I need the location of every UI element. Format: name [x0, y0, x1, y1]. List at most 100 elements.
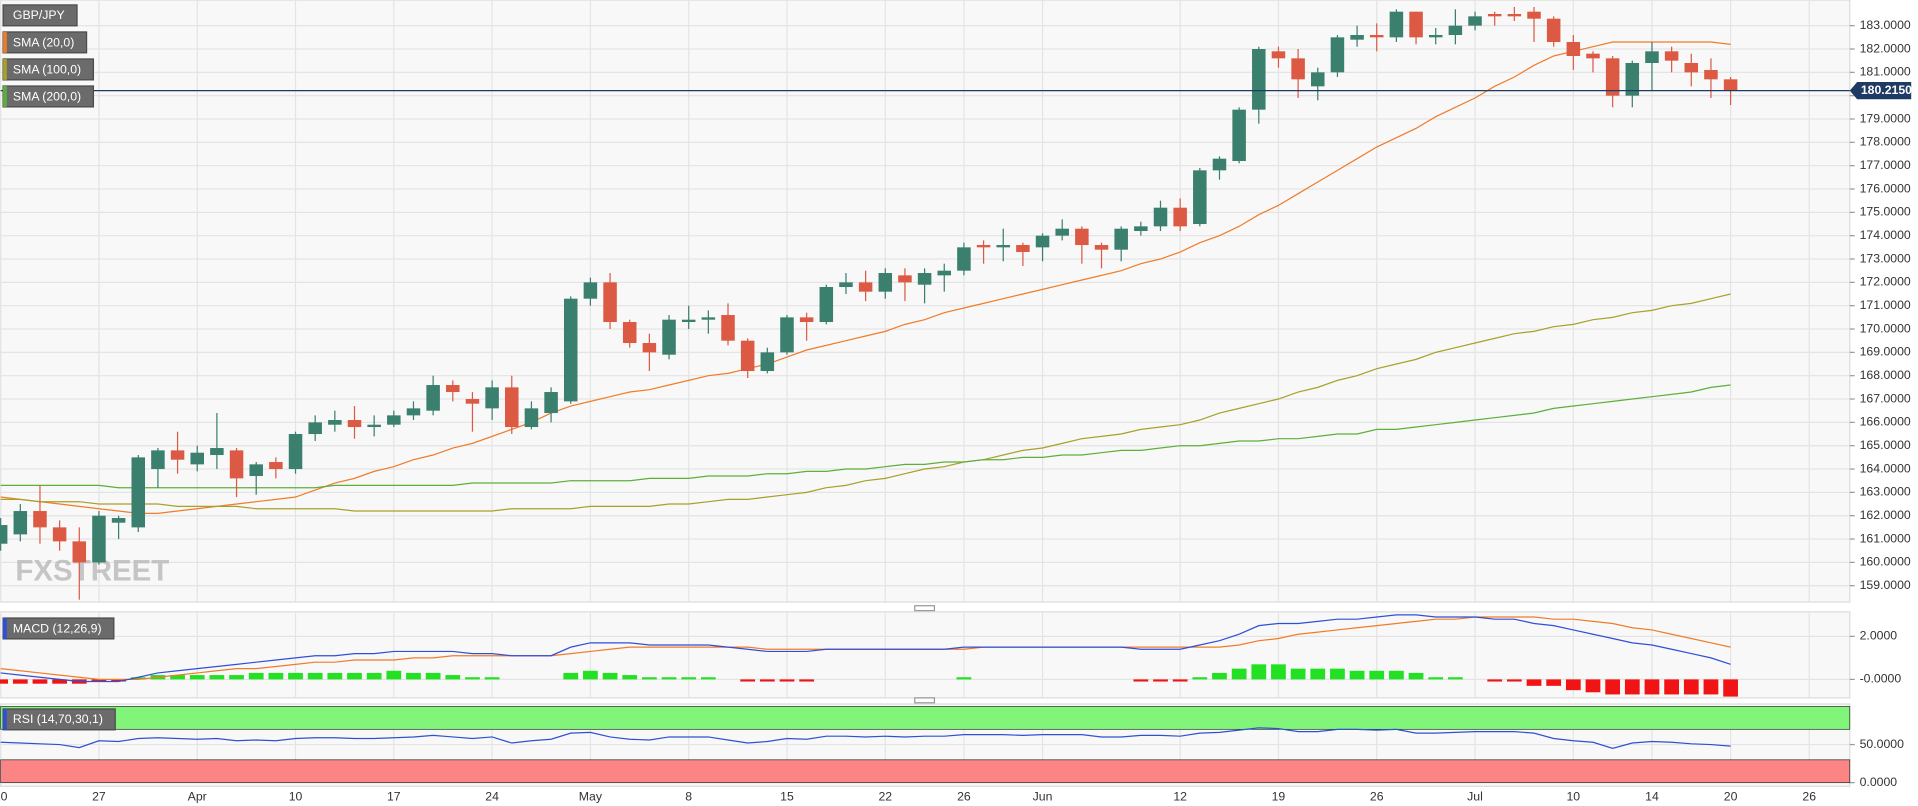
macd-histogram-bar: [563, 672, 579, 680]
candle-body: [1330, 37, 1345, 73]
macd-histogram-bar: [622, 675, 638, 680]
y-tick-label: 163.0000: [1860, 485, 1911, 499]
x-tick-label: 20: [0, 790, 8, 804]
macd-histogram-bar: [52, 679, 67, 684]
legend-item: RSI (14,70,30,1): [2, 708, 116, 731]
macd-histogram-bar: [681, 677, 697, 680]
candle-body: [1173, 207, 1187, 227]
x-tick-label: 26: [957, 790, 971, 804]
candle-body: [13, 511, 28, 535]
macd-histogram-bar: [1153, 679, 1168, 682]
macd-histogram-bar: [1133, 679, 1149, 682]
candle-body: [1586, 53, 1600, 59]
macd-histogram-bar: [1526, 679, 1542, 686]
candle-body: [1428, 35, 1443, 38]
candle-body: [0, 525, 8, 544]
x-tick-label: 22: [878, 790, 892, 804]
macd-histogram-bar: [248, 672, 264, 680]
candle-body: [367, 424, 381, 428]
sma-line: [0, 384, 1731, 489]
macd-histogram-bar: [1664, 679, 1679, 695]
x-tick-label: Jul: [1467, 790, 1483, 804]
last-price-tag: [1849, 82, 1912, 100]
macd-panel: [0, 611, 1851, 699]
candle-body: [1271, 51, 1286, 59]
y-tick-label: 160.0000: [1860, 555, 1911, 569]
candle-body: [1664, 51, 1679, 61]
macd-histogram-bar: [1271, 664, 1286, 680]
macd-histogram-bar: [366, 672, 382, 680]
y-tick-label: 0.0000: [1860, 775, 1898, 789]
candle-body: [52, 527, 67, 542]
macd-histogram-bar: [327, 672, 343, 680]
y-tick-label: 172.0000: [1860, 275, 1911, 289]
macd-line: [0, 614, 1731, 683]
macd-histogram-bar: [1251, 664, 1267, 680]
macd-histogram-bar: [12, 679, 28, 684]
candle-body: [662, 319, 676, 355]
candle-body: [583, 282, 598, 299]
y-tick-label: 162.0000: [1860, 508, 1911, 522]
candle-body: [740, 340, 755, 372]
candle-body: [1566, 42, 1581, 57]
candle-body: [1507, 14, 1522, 17]
legend-swatch: [3, 86, 7, 107]
candle-body: [622, 322, 637, 344]
candle-body: [819, 287, 834, 323]
macd-histogram-bar: [583, 670, 598, 680]
candle-body: [1212, 158, 1227, 171]
macd-histogram-bar: [1369, 670, 1385, 680]
y-tick-label: 164.0000: [1860, 461, 1911, 475]
candle-body: [1409, 11, 1423, 38]
sma-line: [0, 293, 1731, 512]
panel-handle[interactable]: [914, 605, 936, 612]
candle-body: [1311, 72, 1325, 87]
y-tick-label: 168.0000: [1860, 368, 1911, 382]
macd-histogram-bar: [209, 675, 225, 680]
x-tick-label: 14: [1645, 790, 1659, 804]
x-tick-label: 15: [780, 790, 794, 804]
candle-body: [1645, 51, 1659, 64]
y-tick-label: 161.0000: [1860, 531, 1911, 545]
x-tick-label: 10: [1567, 790, 1581, 804]
candle-body: [465, 399, 480, 404]
macd-histogram-bar: [465, 677, 480, 680]
macd-histogram-bar: [1192, 677, 1208, 680]
y-tick-label: 179.0000: [1860, 111, 1911, 125]
x-tick-label: 8: [685, 790, 692, 804]
plot: 180.2150: [0, 7, 1912, 784]
x-tick-label: 26: [1802, 790, 1816, 804]
candle-body: [1468, 16, 1482, 26]
candle-body: [190, 452, 204, 465]
macd-histogram-bar: [91, 679, 107, 682]
candle-body: [1075, 228, 1089, 246]
y-tick-label: 173.0000: [1860, 251, 1911, 265]
candle-body: [878, 273, 893, 292]
macd-histogram-bar: [1330, 668, 1345, 680]
legend-item: SMA (100,0): [2, 58, 95, 81]
macd-histogram-bar: [1546, 679, 1562, 686]
candle-body: [1114, 228, 1128, 250]
macd-histogram-bar: [386, 670, 402, 680]
macd-histogram-bar: [1290, 668, 1306, 680]
candle-body: [446, 385, 460, 393]
candle-body: [603, 282, 617, 323]
candle-body: [780, 317, 794, 353]
candle-body: [701, 317, 716, 320]
candle-body: [760, 352, 775, 372]
macd-histogram-bar: [1565, 679, 1581, 691]
candle-body: [308, 422, 322, 435]
candle-body: [1055, 228, 1069, 236]
panel-handle[interactable]: [914, 697, 936, 704]
candle-body: [269, 462, 283, 470]
candle-body: [898, 275, 912, 283]
y-tick-label: 175.0000: [1860, 205, 1911, 219]
y-tick-label: 182.0000: [1860, 41, 1911, 55]
candle-body: [1546, 18, 1561, 43]
x-tick-label: 19: [1272, 790, 1286, 804]
candle-body: [406, 408, 421, 416]
candle-body: [1291, 58, 1305, 80]
rsi-line: [0, 727, 1731, 750]
legend-swatch: [3, 31, 7, 53]
candle-body: [1350, 35, 1364, 40]
